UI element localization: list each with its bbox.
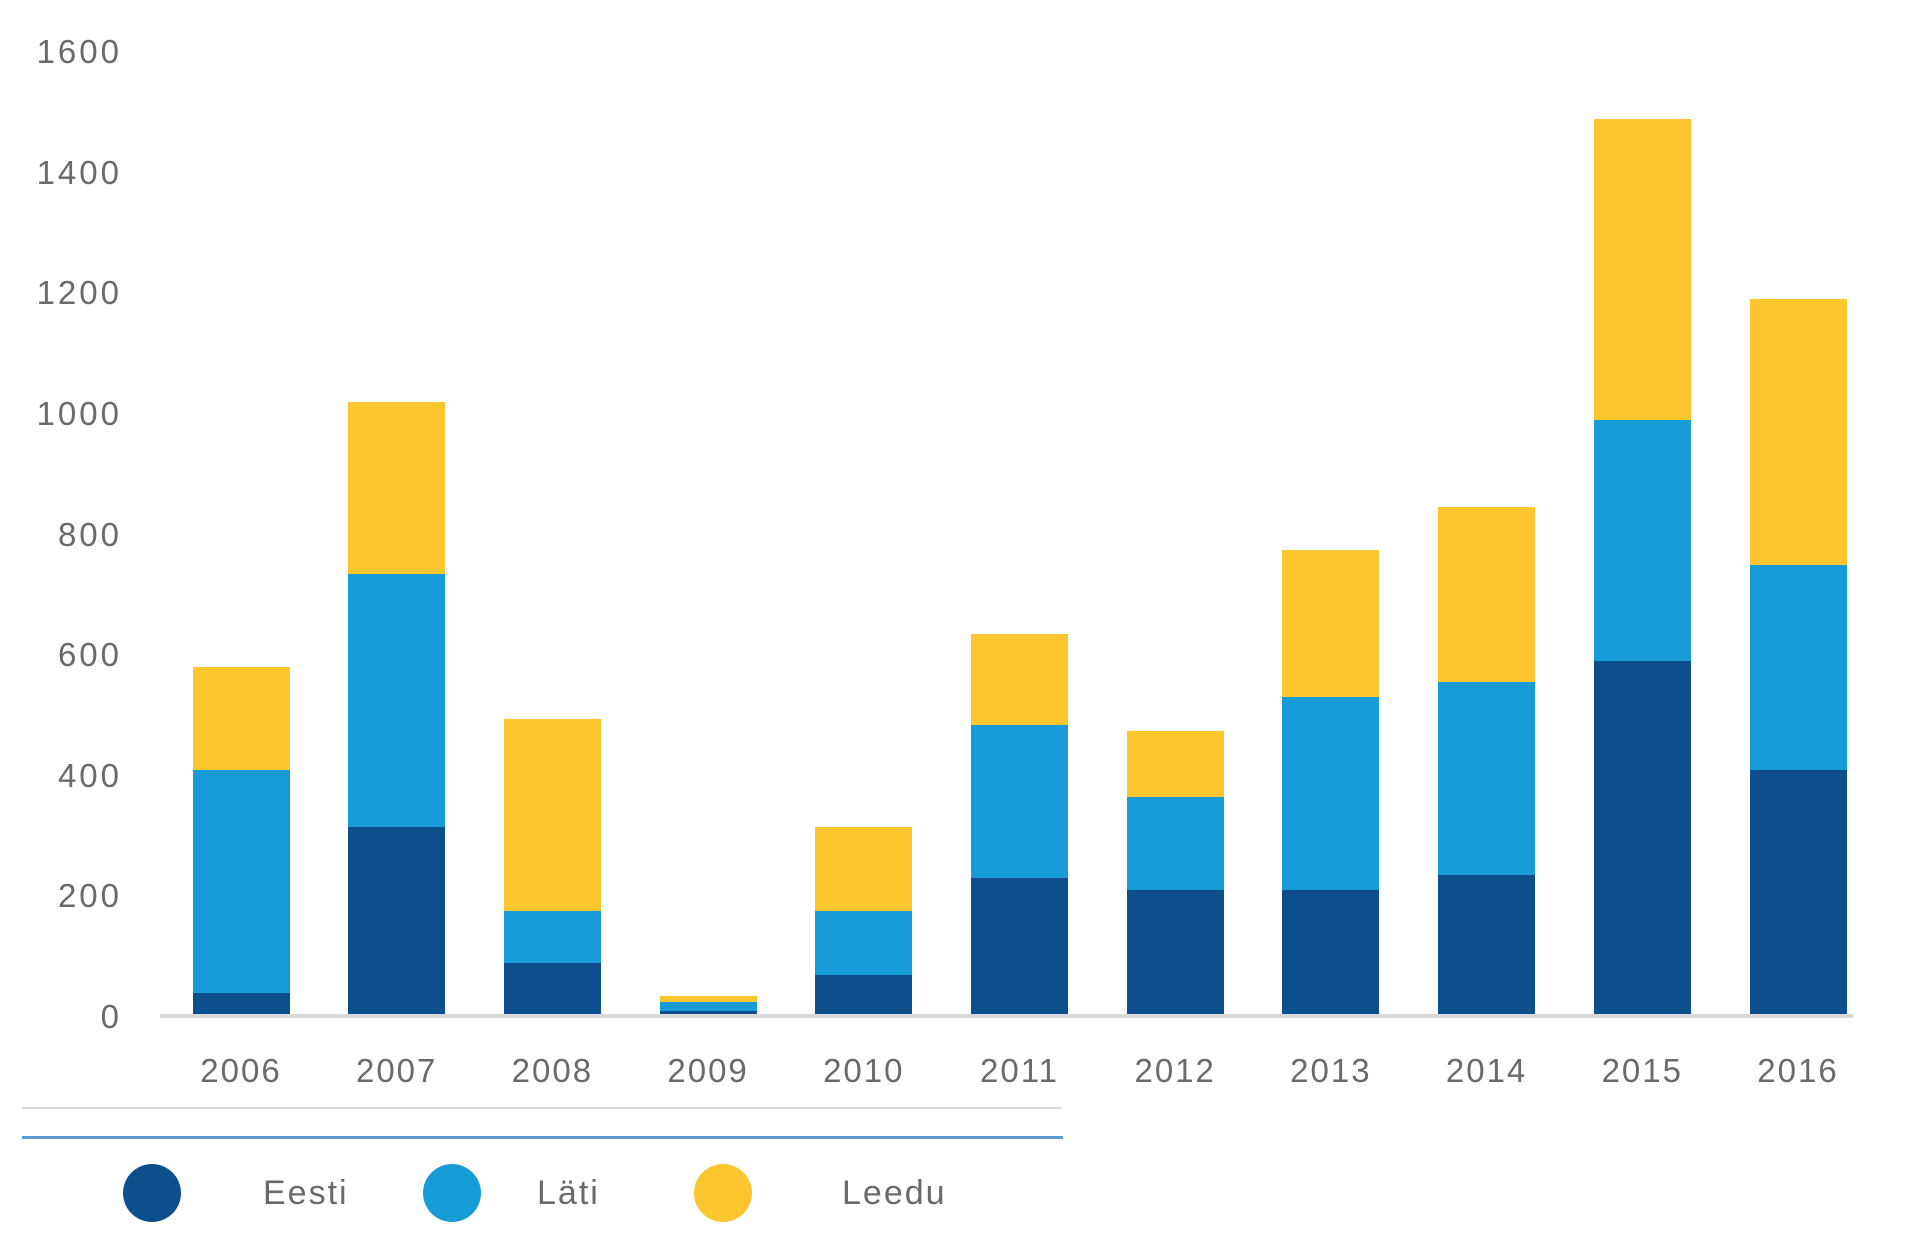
x-tick-label: 2008 <box>511 1052 594 1089</box>
bar-segment-eesti-2011 <box>971 878 1068 1017</box>
bar-2016 <box>1749 299 1847 1017</box>
y-tick-label: 1400 <box>36 153 122 191</box>
bar-2015 <box>1593 118 1691 1017</box>
y-tick-label: 400 <box>57 756 122 794</box>
bar-segment-läti-2014 <box>1438 682 1536 876</box>
bar-segment-eesti-2013 <box>1282 890 1380 1017</box>
divider-line-gray <box>22 1107 1062 1109</box>
bar-segment-läti-2009 <box>659 1001 757 1011</box>
bar-segment-leedu-2012 <box>1126 730 1224 797</box>
bar-segment-leedu-2008 <box>503 718 601 912</box>
bar-segment-leedu-2007 <box>348 401 446 574</box>
bar-segment-läti-2008 <box>503 911 601 963</box>
bar-segment-eesti-2012 <box>1126 890 1224 1017</box>
bar-segment-leedu-2006 <box>192 667 290 770</box>
x-tick-label: 2015 <box>1601 1052 1683 1089</box>
x-tick-label: 2006 <box>200 1052 282 1089</box>
bar-segment-leedu-2016 <box>1749 299 1847 565</box>
y-tick-label: 600 <box>57 636 122 674</box>
bar-segment-eesti-2007 <box>348 827 446 1017</box>
bar-segment-läti-2007 <box>348 573 446 828</box>
y-tick-label: 1200 <box>36 274 122 312</box>
x-axis-line <box>160 1014 1853 1018</box>
y-tick-label: 800 <box>57 515 122 553</box>
legend-item-lati: Läti <box>423 1163 600 1223</box>
legend-swatch-lati <box>423 1164 481 1222</box>
bar-2011 <box>971 634 1068 1017</box>
bar-segment-leedu-2010 <box>815 827 913 912</box>
bar-2009 <box>659 995 757 1017</box>
bar-segment-leedu-2015 <box>1593 118 1691 421</box>
bar-segment-eesti-2010 <box>815 974 913 1017</box>
bar-segment-läti-2012 <box>1126 796 1224 891</box>
bar-segment-eesti-2006 <box>192 992 290 1017</box>
legend-swatch-eesti <box>123 1164 181 1222</box>
bar-2007 <box>348 401 446 1017</box>
bar-segment-läti-2016 <box>1749 564 1847 770</box>
legend-label-leedu: Leedu <box>842 1173 947 1212</box>
legend-label-lati: Läti <box>537 1173 600 1212</box>
bar-segment-leedu-2009 <box>659 995 757 1002</box>
bar-2014 <box>1438 507 1536 1017</box>
divider-line-blue <box>22 1136 1063 1139</box>
x-tick-label: 2012 <box>1134 1052 1216 1089</box>
y-tick-label: 1000 <box>36 395 122 432</box>
x-tick-label: 2007 <box>355 1052 438 1089</box>
bar-segment-läti-2015 <box>1593 420 1691 662</box>
x-tick-label: 2014 <box>1445 1052 1528 1089</box>
legend-item-eesti: Eesti <box>123 1163 349 1223</box>
y-tick-label: 200 <box>57 877 122 915</box>
y-tick-label: 1600 <box>36 33 122 71</box>
bar-2013 <box>1282 549 1380 1017</box>
bar-segment-eesti-2015 <box>1593 661 1691 1017</box>
bar-segment-läti-2011 <box>971 724 1068 879</box>
bar-segment-eesti-2008 <box>503 962 601 1017</box>
x-tick-label: 2009 <box>667 1052 749 1089</box>
legend-swatch-leedu <box>694 1164 752 1222</box>
bar-2006 <box>192 667 290 1017</box>
y-tick-label: 0 <box>100 998 122 1035</box>
legend-label-eesti: Eesti <box>263 1173 349 1212</box>
bar-segment-läti-2006 <box>192 769 290 993</box>
legend-item-leedu: Leedu <box>694 1163 947 1223</box>
bar-2012 <box>1126 730 1224 1017</box>
bar-segment-eesti-2014 <box>1438 875 1536 1017</box>
bar-segment-läti-2010 <box>815 911 913 975</box>
x-tick-label: 2010 <box>823 1052 905 1089</box>
bar-segment-eesti-2009 <box>659 1010 757 1017</box>
bar-segment-leedu-2014 <box>1438 507 1536 683</box>
bar-segment-leedu-2011 <box>971 634 1068 725</box>
bar-segment-eesti-2016 <box>1749 769 1847 1017</box>
x-tick-label: 2013 <box>1290 1052 1372 1089</box>
bar-segment-leedu-2013 <box>1282 549 1380 698</box>
bar-segment-läti-2013 <box>1282 697 1380 891</box>
bar-2010 <box>815 827 913 1017</box>
x-tick-label: 2016 <box>1757 1052 1839 1089</box>
bar-2008 <box>503 718 601 1017</box>
x-tick-label: 2011 <box>980 1052 1059 1089</box>
